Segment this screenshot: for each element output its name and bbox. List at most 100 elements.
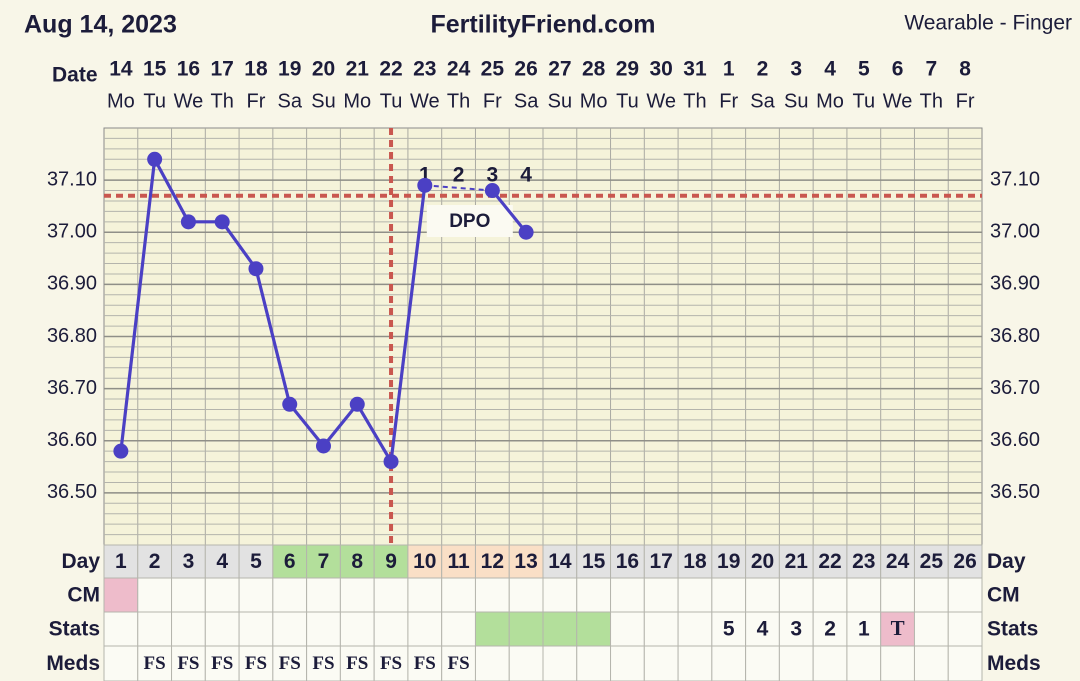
cell-text: 11	[447, 550, 470, 573]
table-cell	[373, 544, 409, 579]
table-cell	[508, 645, 544, 681]
table-cell	[542, 611, 578, 647]
table-cell	[204, 645, 240, 681]
table-cell	[812, 645, 848, 681]
dpo-box	[426, 205, 513, 237]
table-cell	[339, 577, 375, 613]
table-cell	[677, 611, 713, 647]
row-label-right: Meds	[987, 652, 1041, 675]
date-label: 2	[757, 58, 769, 81]
table-cell	[610, 611, 645, 647]
date-label: 26	[514, 58, 537, 81]
cell-text: 3	[790, 618, 802, 641]
y-tick-label: 37.00	[47, 221, 97, 243]
weekday-label: Mo	[107, 90, 135, 112]
table-cell	[711, 577, 747, 613]
table-cell	[508, 577, 544, 613]
temperature-point	[383, 454, 399, 470]
cell-text: FS	[211, 653, 233, 674]
cell-text: 2	[824, 618, 836, 641]
y-tick-label: 36.80	[47, 325, 97, 347]
cell-text: FS	[245, 653, 267, 674]
weekday-label: Sa	[514, 90, 539, 112]
table-cell	[407, 645, 443, 681]
cell-text: 17	[650, 550, 673, 573]
table-cell	[643, 645, 679, 681]
table-cell	[272, 544, 308, 579]
date-label: 14	[109, 58, 133, 81]
cell-text: 13	[514, 550, 537, 573]
table-cell	[913, 577, 949, 613]
table-cell	[407, 611, 443, 647]
table-cell	[306, 577, 341, 613]
y2-tick-label: 36.50	[990, 481, 1040, 503]
table-cell	[677, 544, 713, 579]
y-tick-label: 36.90	[47, 273, 97, 295]
table-cell	[846, 577, 882, 613]
cell-text: 12	[481, 550, 504, 573]
y2-tick-label: 36.60	[990, 429, 1040, 451]
y-tick-label: 36.70	[47, 377, 97, 399]
weekday-label: We	[883, 90, 913, 112]
weekday-label: We	[410, 90, 440, 112]
date-label: 16	[177, 58, 200, 81]
table-cell	[373, 611, 409, 647]
table-cell	[171, 544, 206, 579]
date-label: 8	[959, 58, 971, 81]
row-label: Meds	[46, 652, 100, 675]
date-label: 19	[278, 58, 301, 81]
date-label: 17	[211, 58, 234, 81]
row-label: Stats	[49, 618, 100, 641]
table-cell	[947, 645, 983, 681]
weekday-label: Th	[447, 90, 470, 112]
table-cell	[339, 544, 375, 579]
table-cell	[880, 577, 915, 613]
temperature-point	[214, 214, 230, 230]
date-label: 7	[926, 58, 938, 81]
cell-text: FS	[346, 653, 368, 674]
cell-text: 4	[216, 550, 228, 573]
table-cell	[103, 611, 139, 647]
weekday-label: We	[646, 90, 676, 112]
table-cell	[204, 544, 240, 579]
cell-text: 18	[683, 550, 707, 573]
date-label: 15	[143, 58, 167, 81]
weekday-label: Tu	[853, 90, 876, 112]
weekday-label: We	[174, 90, 204, 112]
temperature-point	[180, 214, 196, 230]
y-tick-label: 36.50	[47, 481, 97, 503]
cell-text: FS	[447, 653, 469, 674]
cell-text: 8	[351, 550, 363, 573]
date-label: 31	[683, 58, 707, 81]
weekday-label: Sa	[277, 90, 302, 112]
source-label: Wearable - Finger	[904, 12, 1072, 35]
cell-text: 2	[149, 550, 161, 573]
date-label: 4	[824, 58, 836, 81]
table-cell	[474, 544, 510, 579]
y2-tick-label: 36.70	[990, 377, 1040, 399]
date-label: 20	[312, 58, 335, 81]
gap-bridge	[424, 184, 493, 192]
cell-text: 26	[953, 550, 976, 573]
date-label: 23	[413, 58, 436, 81]
cell-text: 4	[757, 618, 769, 641]
table-cell	[610, 544, 645, 579]
table-cell	[745, 645, 780, 681]
cell-text: 21	[785, 550, 809, 573]
weekday-label: Mo	[580, 90, 608, 112]
temperature-point	[248, 261, 264, 277]
table-cell	[947, 611, 983, 647]
cell-text: 14	[548, 550, 572, 573]
weekday-label: Su	[311, 90, 335, 112]
date-label: 18	[244, 58, 268, 81]
cell-text: FS	[177, 653, 199, 674]
table-cell	[947, 577, 983, 613]
table-cell	[204, 577, 240, 613]
cell-text: 5	[723, 618, 735, 641]
cell-text: FS	[279, 653, 301, 674]
weekday-label: Th	[211, 90, 234, 112]
row-label-right: Day	[987, 550, 1026, 573]
row-label: Day	[61, 550, 100, 573]
y2-tick-label: 37.00	[990, 221, 1040, 243]
